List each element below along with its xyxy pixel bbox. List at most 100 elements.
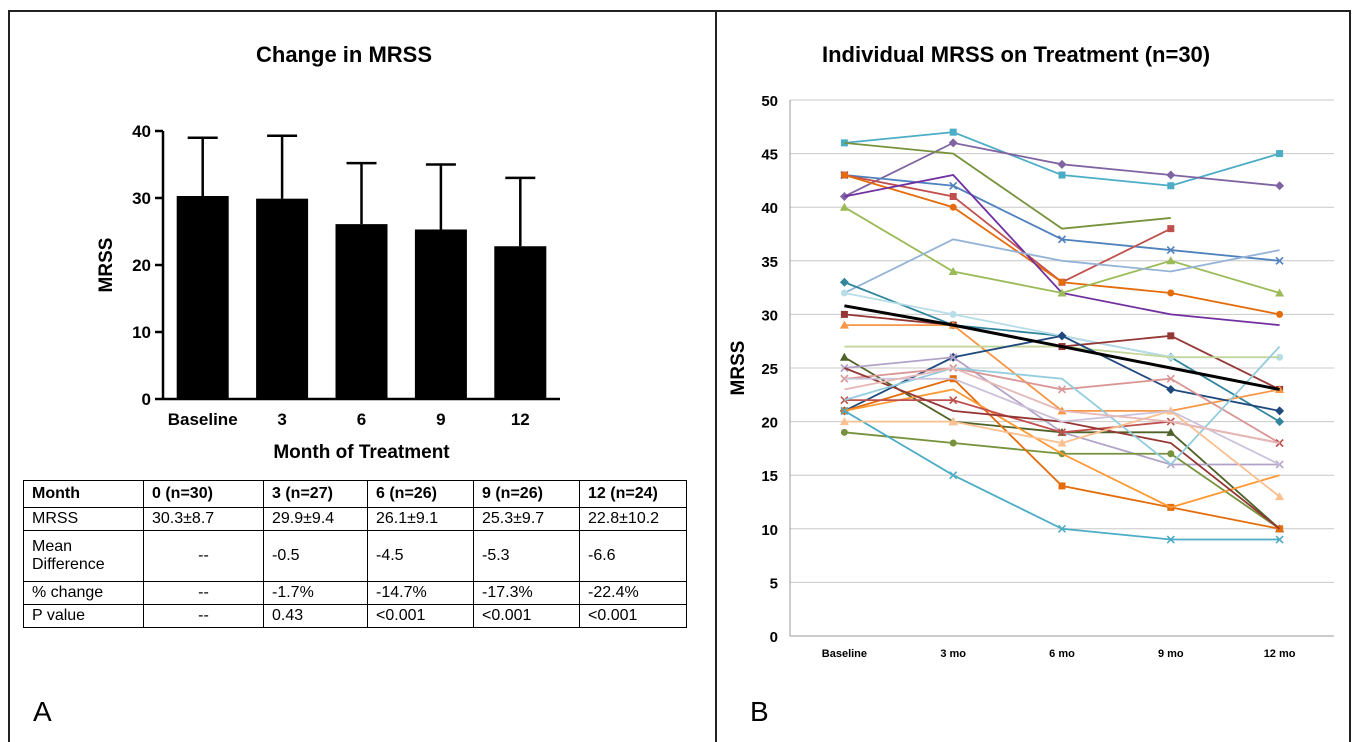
data-point [948, 138, 958, 148]
bar [176, 195, 229, 399]
table-header-cell: Month [23, 480, 144, 508]
data-point [1275, 535, 1284, 544]
data-point [840, 289, 848, 297]
x-tick-label: Baseline [168, 410, 238, 429]
data-point [1057, 438, 1067, 447]
y-tick-label: 45 [761, 147, 778, 164]
y-tick-label: 10 [761, 522, 778, 539]
table-header-row: Month 0 (n=30) 3 (n=27) 6 (n=26) 9 (n=26… [23, 480, 687, 508]
y-tick-label: 10 [132, 323, 151, 342]
data-point [1167, 450, 1175, 458]
table-cell: MRSS [23, 507, 144, 531]
data-point [1166, 374, 1175, 383]
bar [335, 224, 388, 399]
data-point [1166, 384, 1176, 394]
data-point [949, 396, 958, 405]
data-point [840, 428, 848, 436]
data-point [1057, 235, 1067, 244]
data-point [1275, 492, 1285, 501]
series-line [844, 367, 1280, 444]
data-point [1275, 406, 1285, 416]
y-tick-label: 20 [132, 256, 151, 275]
y-axis-title: MRSS [96, 238, 117, 293]
table-cell: 0.43 [263, 604, 368, 628]
data-point [949, 128, 957, 136]
table-row: % change -- -1.7% -14.7% -17.3% -22.4% [23, 581, 687, 605]
table-row: P value -- 0.43 <0.001 <0.001 <0.001 [23, 604, 687, 628]
y-tick-label: 25 [761, 361, 778, 378]
table-cell: <0.001 [579, 604, 687, 628]
data-point [1276, 150, 1284, 158]
bar [414, 229, 467, 399]
data-point [1058, 482, 1066, 490]
y-tick-label: 30 [761, 307, 778, 324]
data-point [949, 471, 958, 480]
series-line [844, 174, 1280, 327]
table-cell: -22.4% [579, 581, 687, 605]
data-point [949, 203, 957, 211]
data-point [1166, 256, 1176, 265]
data-point [1057, 159, 1067, 169]
data-point [1058, 278, 1066, 286]
data-point [839, 277, 849, 287]
table-cell: -6.6 [579, 530, 687, 582]
table-cell: -- [143, 604, 264, 628]
data-point [840, 171, 848, 179]
table-cell: 25.3±9.7 [473, 507, 580, 531]
y-tick-label: 20 [761, 415, 778, 432]
panel-a-title: Change in MRSS [256, 42, 433, 67]
data-point [840, 310, 848, 318]
bar [256, 198, 309, 399]
x-tick-label: 6 mo [1049, 648, 1075, 660]
table-cell: 29.9±9.4 [263, 507, 368, 531]
data-point [949, 310, 957, 318]
table-cell: 26.1±9.1 [367, 507, 474, 531]
table-cell: -- [143, 581, 264, 605]
series-line [844, 304, 1280, 391]
table-header-cell: 0 (n=30) [143, 480, 264, 508]
data-point [1166, 246, 1175, 255]
panel-a-letter: A [33, 696, 52, 727]
data-point [1167, 332, 1175, 340]
bar-chart: 0 10 20 30 40 Baseline 3 6 9 12 Month of Treatment… [96, 122, 560, 463]
data-point [1057, 385, 1067, 394]
data-point [840, 406, 849, 415]
y-tick-label: 15 [761, 468, 778, 485]
data-point [1058, 171, 1066, 179]
table-row: Mean Difference -- -0.5 -4.5 -5.3 -6.6 [23, 530, 687, 582]
table-cell: 30.3±8.7 [143, 507, 264, 531]
x-axis-title: Month of Treatment [273, 442, 450, 463]
data-point [948, 267, 958, 276]
data-point [1276, 310, 1284, 318]
data-point [1057, 331, 1067, 341]
data-point [949, 353, 958, 362]
panel-divider [715, 10, 717, 742]
table-cell: -1.7% [263, 581, 368, 605]
table-cell: 22.8±10.2 [579, 507, 687, 531]
data-point [839, 352, 849, 361]
table-header-cell: 6 (n=26) [367, 480, 474, 508]
data-point [1275, 181, 1285, 191]
table-cell: -- [143, 530, 264, 582]
table-header-cell: 3 (n=27) [263, 480, 368, 508]
table-header-cell: 9 (n=26) [473, 480, 580, 508]
data-point [1167, 289, 1175, 297]
y-tick-label: 50 [761, 93, 778, 110]
summary-table: Month 0 (n=30) 3 (n=27) 6 (n=26) 9 (n=26… [23, 480, 687, 628]
data-point [1166, 535, 1175, 544]
table-header-cell: 12 (n=24) [579, 480, 687, 508]
data-point [1166, 170, 1176, 180]
data-point [949, 192, 957, 200]
data-point [1275, 417, 1285, 427]
series-line [844, 431, 1281, 530]
y-tick-label: 40 [132, 122, 151, 141]
data-point [1275, 288, 1285, 297]
table-cell: -0.5 [263, 530, 368, 582]
y-tick-label: 40 [761, 200, 778, 217]
x-tick-label: Baseline [822, 648, 867, 660]
x-tick-label: 6 [357, 410, 366, 429]
data-point [839, 417, 849, 426]
data-point [839, 320, 849, 329]
table-cell: -14.7% [367, 581, 474, 605]
y-tick-label: 5 [770, 575, 778, 592]
